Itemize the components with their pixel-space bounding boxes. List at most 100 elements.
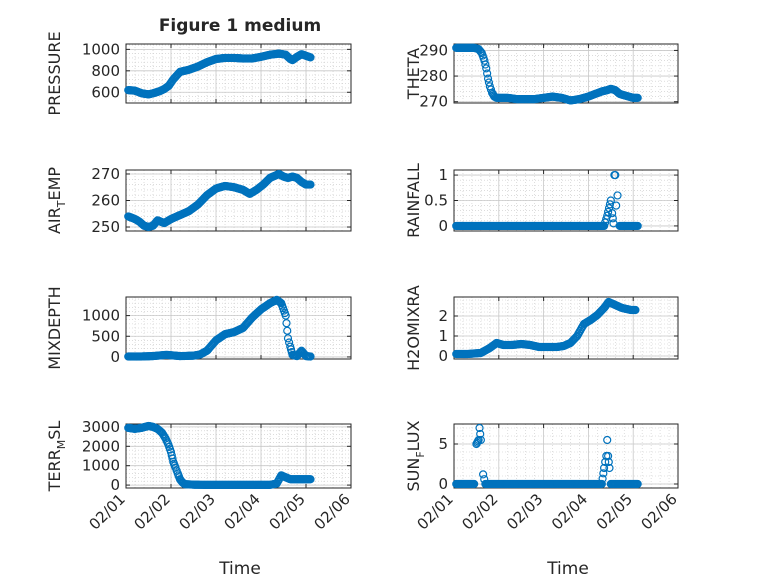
axes-box xyxy=(125,296,352,360)
data-point xyxy=(597,479,606,489)
data-point xyxy=(604,451,613,461)
y-axis-label-main: TERR xyxy=(45,449,64,492)
y-axis-label-rest: SL xyxy=(45,421,64,440)
y-axis-label-subscript: M xyxy=(55,440,68,450)
data-point xyxy=(306,475,315,484)
series-markers xyxy=(124,421,315,489)
data-point xyxy=(483,69,492,78)
y-tick-label: 1000 xyxy=(82,307,120,325)
data-point xyxy=(475,423,484,433)
y-tick-label: 800 xyxy=(91,62,120,80)
y-tick-label: 0 xyxy=(110,476,120,494)
data-point xyxy=(604,207,613,217)
data-point xyxy=(480,56,489,65)
data-point xyxy=(611,170,620,180)
subplot-4: 0 0.5 1 RAINFALL xyxy=(404,163,679,238)
y-tick-label: 2 xyxy=(438,307,448,325)
data-point xyxy=(599,463,609,473)
y-axis-label: PRESSURE xyxy=(45,31,64,115)
y-axis-label-rest: EMP xyxy=(45,167,64,201)
axes-box xyxy=(125,43,352,104)
y-tick-label: 270 xyxy=(91,165,120,183)
x-axis-label-right: Time xyxy=(546,559,589,579)
figure-title: Figure 1 medium xyxy=(159,16,321,36)
y-axis-label: SUNFLUX xyxy=(404,420,427,491)
y-tick-label: 1000 xyxy=(82,40,120,58)
data-point xyxy=(631,305,640,315)
y-axis-label: MIXDEPTH xyxy=(45,286,64,369)
x-axis-label-left: Time xyxy=(218,559,261,579)
y-tick-label: 250 xyxy=(91,218,120,236)
data-point xyxy=(599,469,608,478)
grid-lines xyxy=(125,44,352,103)
data-point xyxy=(476,435,485,445)
grid-lines xyxy=(453,424,679,488)
data-point xyxy=(283,334,293,343)
y-tick-label: 0 xyxy=(438,347,448,365)
y-axis-label: H2OMIXRA xyxy=(404,285,423,371)
series-markers xyxy=(452,423,642,489)
data-point xyxy=(481,60,490,69)
y-tick-label: 260 xyxy=(91,192,120,210)
y-tick-label: 1 xyxy=(438,166,448,184)
data-point xyxy=(306,53,315,62)
y-tick-label: 500 xyxy=(91,327,120,345)
subplot-5: 0 500 1000 MIXDEPTH xyxy=(45,286,352,370)
y-axis-label-main: SUN xyxy=(404,458,423,492)
y-tick-label: 5 xyxy=(438,435,448,453)
series-markers xyxy=(452,297,640,359)
y-tick-label: 1000 xyxy=(82,457,120,475)
data-point xyxy=(306,180,315,189)
y-axis-label-rest: LUX xyxy=(404,420,423,451)
data-point xyxy=(281,311,290,320)
subplot-3: 250 260 270 AIRTEMP xyxy=(45,165,352,236)
y-tick-label: 290 xyxy=(419,41,448,59)
y-tick-label: 0.5 xyxy=(424,192,448,210)
data-point xyxy=(282,319,291,328)
y-tick-label: 0 xyxy=(438,217,448,235)
series-markers xyxy=(124,169,315,232)
y-tick-label: 1 xyxy=(438,327,448,345)
data-point xyxy=(482,64,491,73)
y-axis-label: RAINFALL xyxy=(404,163,423,238)
data-point xyxy=(606,196,615,205)
data-point xyxy=(283,326,292,335)
y-axis-label-subscript: F xyxy=(414,451,427,457)
axes-box xyxy=(453,296,679,360)
data-point xyxy=(598,474,607,483)
data-point xyxy=(608,214,617,223)
data-point xyxy=(479,470,488,479)
y-tick-label: 0 xyxy=(110,348,120,366)
series-markers xyxy=(452,170,642,231)
data-point xyxy=(168,454,177,463)
y-tick-label: 0 xyxy=(438,475,448,493)
series-markers xyxy=(124,295,315,361)
data-point xyxy=(612,201,621,210)
data-point xyxy=(608,209,617,218)
data-point xyxy=(483,74,493,83)
data-point xyxy=(603,435,612,445)
y-axis-label: AIRTEMP xyxy=(45,167,68,234)
plot-area xyxy=(454,424,678,488)
data-point xyxy=(633,479,642,489)
series-markers xyxy=(124,49,315,99)
data-point xyxy=(605,463,614,473)
series-markers xyxy=(452,43,642,105)
plot-area xyxy=(454,44,678,103)
subplot-6: 0 1 2 H2OMIXRA xyxy=(404,285,679,371)
subplot-1: 600 800 1000 PRESSURE xyxy=(45,31,352,116)
data-point xyxy=(474,435,483,445)
y-axis-label-subscript: T xyxy=(55,200,68,208)
y-axis-label: THETA xyxy=(404,48,423,100)
y-tick-label: 2000 xyxy=(82,437,120,455)
data-point xyxy=(613,191,622,200)
data-point xyxy=(476,429,485,439)
data-point xyxy=(470,479,479,489)
data-point xyxy=(633,221,642,231)
data-point xyxy=(633,93,642,102)
y-axis-label-main: AIR xyxy=(45,207,64,234)
